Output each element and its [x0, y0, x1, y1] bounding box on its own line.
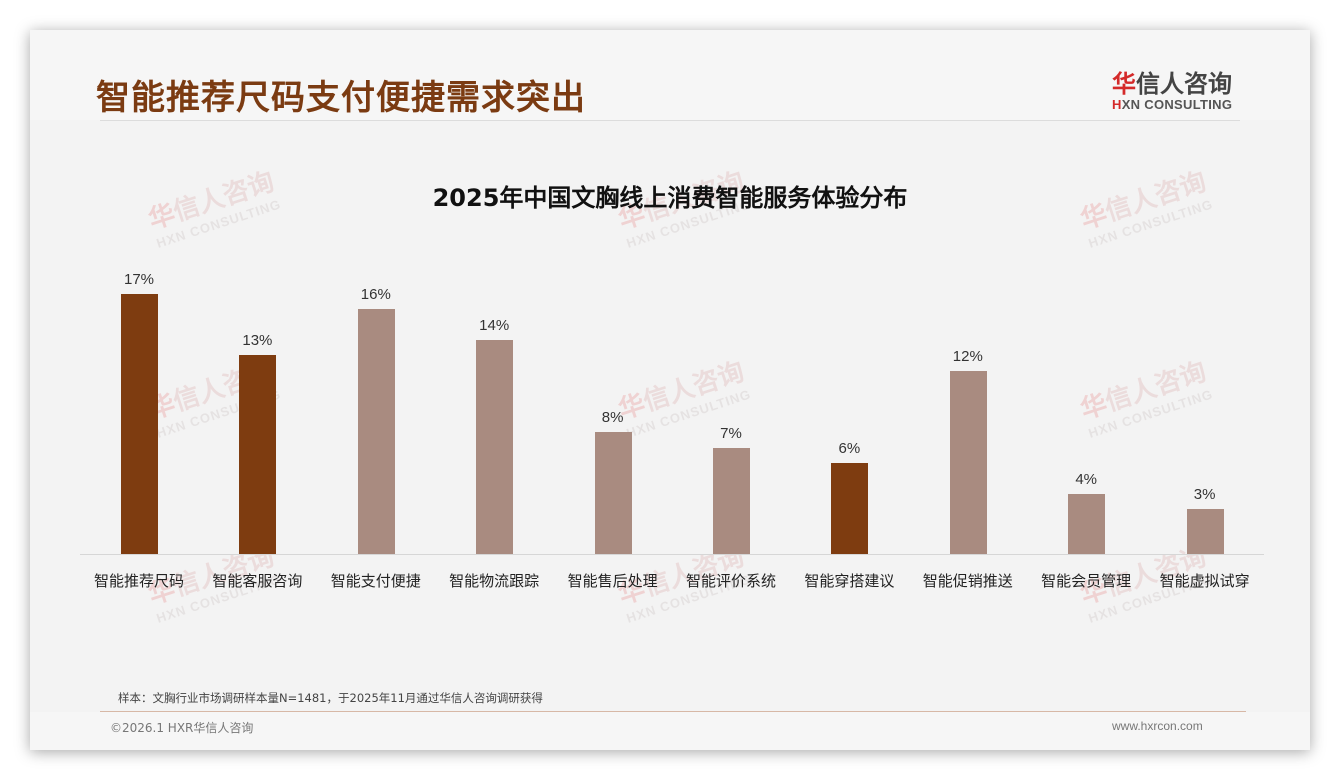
- bar: [357, 309, 395, 555]
- bar-value-label: 14%: [479, 317, 510, 334]
- logo-cn: 华信人咨询: [1112, 64, 1242, 99]
- x-axis-labels: 智能推荐尺码 智能客服咨询 智能支付便捷 智能物流跟踪 智能售后处理 智能评价系统 智能穿搭…: [80, 570, 1264, 594]
- logo-cn-highlight: 华: [1112, 70, 1136, 98]
- logo-en-rest: XN CONSULTING: [1121, 97, 1233, 112]
- bar-value-label: 3%: [1193, 486, 1216, 503]
- x-axis-category-label: 智能评价系统: [685, 572, 776, 590]
- bar-group: 4%: [1027, 260, 1145, 555]
- x-axis-line: [80, 554, 1264, 555]
- bar-value-label: 13%: [242, 332, 273, 349]
- bar: [713, 448, 750, 555]
- title-divider: [100, 120, 1240, 121]
- bar-chart-plot: 17% 13% 16% 14% 8% 7% 6% 12% 4% 3%: [80, 260, 1264, 555]
- bar: [121, 294, 158, 555]
- bar-group: 3%: [1146, 260, 1264, 555]
- bar: [831, 463, 869, 555]
- bar-group: 7%: [672, 260, 790, 555]
- logo-cn-rest: 信人咨询: [1136, 70, 1232, 98]
- bar-value-label: 17%: [123, 271, 155, 288]
- bar-value-label: 4%: [1075, 471, 1098, 488]
- bar-group: 16%: [317, 260, 435, 555]
- sample-note: 样本：文胸行业市场调研样本量N=1481，于2025年11月通过华信人咨询调研获…: [118, 691, 543, 705]
- bar: [1068, 494, 1106, 555]
- footer-divider: [100, 711, 1246, 712]
- x-axis-category-label: 智能推荐尺码: [93, 572, 184, 590]
- copyright-text: ©2026.1 HXR华信人咨询: [110, 721, 254, 735]
- bar-value-label: 8%: [601, 409, 624, 426]
- x-axis-category-label: 智能客服咨询: [212, 572, 303, 590]
- bar-value-label: 6%: [838, 440, 861, 457]
- logo-en-highlight: H: [1112, 97, 1122, 112]
- bar: [949, 371, 987, 555]
- bar: [239, 355, 277, 555]
- x-axis-category-label: 智能虚拟试穿: [1159, 572, 1250, 590]
- bar-value-label: 16%: [360, 286, 391, 303]
- bar-group: 14%: [435, 260, 553, 555]
- x-axis-category-label: 智能促销推送: [922, 572, 1013, 590]
- header-band: [30, 30, 1310, 120]
- bar-group: 6%: [790, 260, 908, 555]
- bar: [476, 340, 514, 555]
- website-link[interactable]: www.hxrcon.com: [1112, 719, 1203, 733]
- bar: [1186, 509, 1224, 555]
- slide: 智能推荐尺码支付便捷需求突出 华信人咨询 HXN CONSULTING 华信人咨…: [30, 30, 1310, 750]
- bar-group: 12%: [909, 260, 1027, 555]
- logo-en: HXN CONSULTING: [1112, 97, 1242, 112]
- footer-band: [30, 712, 1310, 750]
- bar-group: 13%: [198, 260, 316, 555]
- bar-value-label: 7%: [720, 425, 742, 442]
- x-axis-category-label: 智能售后处理: [567, 572, 658, 590]
- bar: [594, 432, 632, 555]
- bar-value-label: 12%: [952, 348, 983, 365]
- page-title: 智能推荐尺码支付便捷需求突出: [96, 78, 586, 118]
- x-axis-category-label: 智能物流跟踪: [449, 572, 540, 590]
- bar-group: 8%: [554, 260, 672, 555]
- x-axis-category-label: 智能穿搭建议: [804, 572, 895, 590]
- chart-title: 2025年中国文胸线上消费智能服务体验分布: [432, 184, 908, 212]
- bar-group: 17%: [80, 260, 198, 555]
- company-logo: 华信人咨询 HXN CONSULTING: [1112, 64, 1242, 112]
- x-axis-category-label: 智能支付便捷: [330, 572, 421, 590]
- x-axis-category-label: 智能会员管理: [1041, 572, 1132, 590]
